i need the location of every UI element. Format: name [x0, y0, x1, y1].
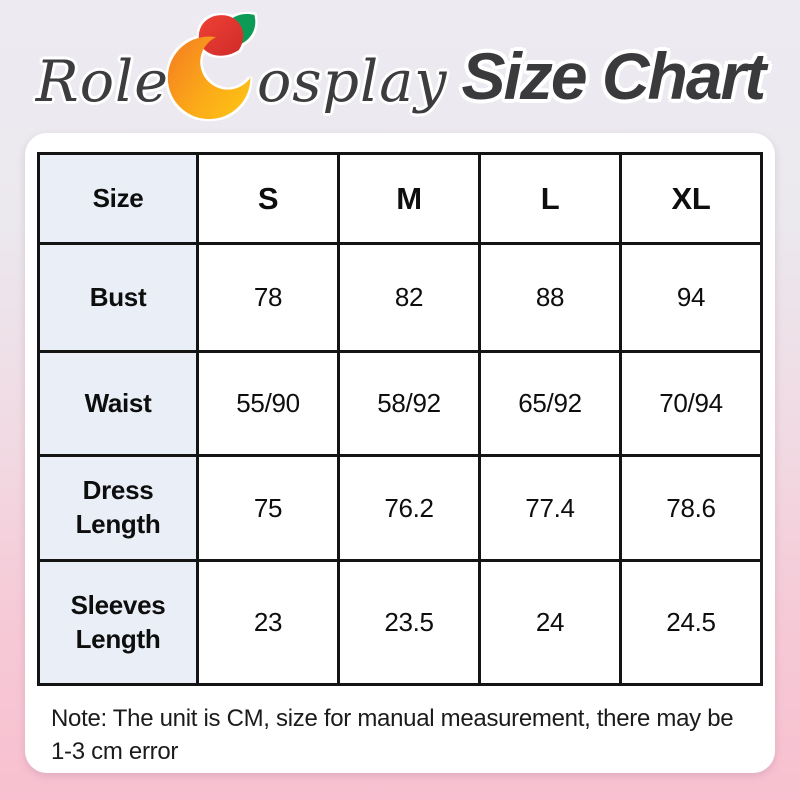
header: Role [0, 4, 800, 130]
table-cell: 94 [619, 242, 763, 353]
table-cell: 76.2 [337, 454, 482, 562]
table-cell: 78.6 [619, 454, 763, 562]
table-cell: 82 [337, 242, 482, 353]
size-table: Size S M L XL Bust 78 82 88 94 Waist 55/… [36, 152, 763, 686]
table-cell: 75 [196, 454, 341, 562]
row-label-waist: Waist [36, 350, 200, 457]
brand-logo: Role [36, 9, 448, 125]
table-cell: 24 [478, 559, 622, 686]
table-row-bust: Bust 78 82 88 94 [36, 242, 763, 353]
table-row-dress-length: Dress Length 75 76.2 77.4 78.6 [36, 454, 763, 562]
brand-c-icon [165, 9, 265, 125]
row-label-dress-length: Dress Length [36, 454, 200, 562]
table-row-sleeves-length: Sleeves Length 23 23.5 24 24.5 [36, 559, 763, 686]
note-line-1: Note: The unit is CM, size for manual me… [51, 705, 734, 732]
column-header-m: M [337, 152, 482, 245]
table-header-row: Size S M L XL [36, 152, 763, 245]
note-text: Note: The unit is CM, size for manual me… [51, 702, 751, 768]
corner-header-size: Size [36, 152, 200, 245]
page-title: Size Chart [461, 39, 766, 113]
table-cell: 24.5 [619, 559, 763, 686]
table-cell: 88 [478, 242, 622, 353]
table-cell: 23 [196, 559, 341, 686]
row-label-sleeves-length: Sleeves Length [36, 559, 200, 686]
note-line-2: 1-3 cm error [51, 738, 179, 766]
table-cell: 70/94 [619, 350, 763, 457]
table-cell: 77.4 [478, 454, 622, 562]
size-chart-card: Size S M L XL Bust 78 82 88 94 Waist 55/… [25, 133, 775, 773]
table-cell: 78 [196, 242, 341, 353]
table-cell: 65/92 [478, 350, 622, 457]
column-header-l: L [478, 152, 622, 245]
column-header-s: S [196, 152, 341, 245]
table-cell: 23.5 [337, 559, 482, 686]
column-header-xl: XL [619, 152, 763, 245]
row-label-bust: Bust [36, 242, 200, 353]
table-row-waist: Waist 55/90 58/92 65/92 70/94 [36, 350, 763, 457]
brand-text-osplay: osplay [256, 49, 448, 115]
table-cell: 58/92 [337, 350, 482, 457]
brand-text-role: Role [35, 49, 169, 115]
table-cell: 55/90 [196, 350, 341, 457]
